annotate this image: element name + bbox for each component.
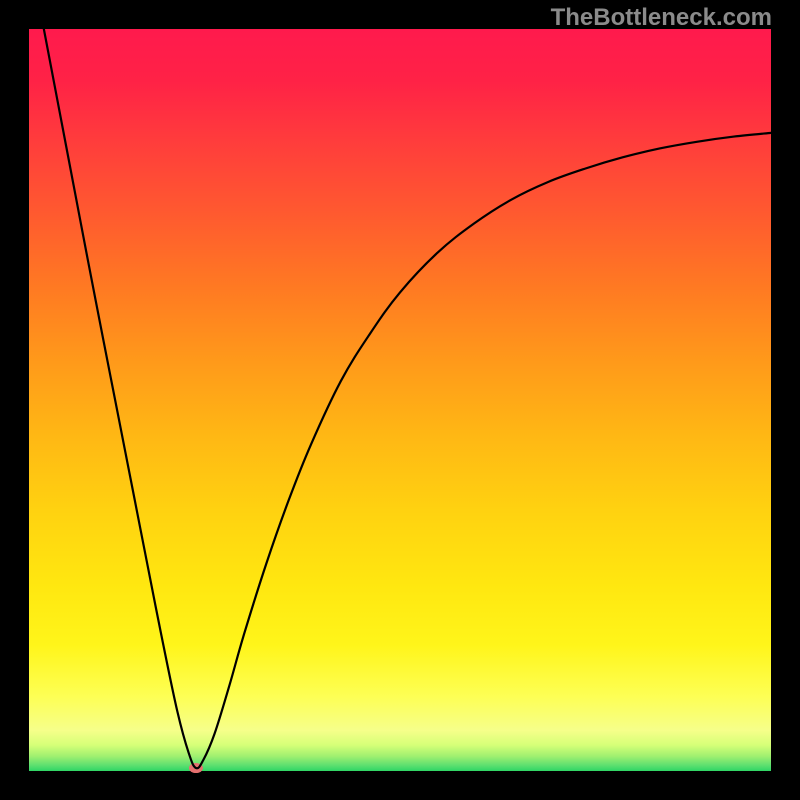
- plot-background: [29, 29, 771, 771]
- bottleneck-chart: [0, 0, 800, 800]
- figure-container: TheBottleneck.com: [0, 0, 800, 800]
